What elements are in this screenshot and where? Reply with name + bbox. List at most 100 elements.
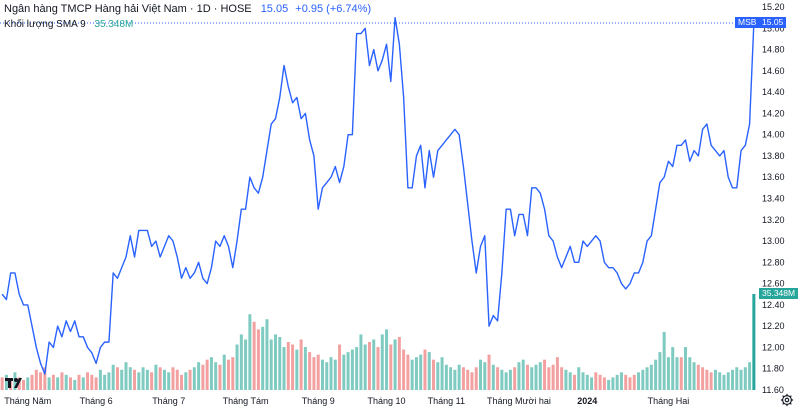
volume-bar xyxy=(688,357,692,390)
volume-bars xyxy=(0,294,756,390)
volume-bar xyxy=(303,347,307,390)
volume-bar xyxy=(175,369,179,390)
time-tick-label: Tháng Tám xyxy=(223,396,269,406)
price-tick-label: 13.00 xyxy=(762,236,785,246)
volume-bar xyxy=(107,372,111,390)
volume-bar xyxy=(261,326,265,390)
volume-bar xyxy=(585,374,589,390)
volume-bar xyxy=(308,352,312,390)
volume-bar xyxy=(641,369,645,390)
volume-bar xyxy=(367,342,371,390)
volume-bar xyxy=(124,362,128,390)
volume-label: Khối lượng xyxy=(4,19,54,30)
price-tick-label: 12.00 xyxy=(762,342,785,352)
volume-bar xyxy=(453,369,457,390)
volume-bar xyxy=(713,369,717,390)
volume-bar xyxy=(538,362,542,390)
volume-bar xyxy=(628,377,632,390)
volume-bar xyxy=(457,364,461,390)
volume-bar xyxy=(201,364,205,390)
volume-bar xyxy=(743,367,747,390)
tradingview-logo-icon[interactable] xyxy=(3,372,25,394)
volume-bar xyxy=(145,369,149,390)
volume-bar xyxy=(560,367,564,390)
volume-bar xyxy=(111,364,115,390)
volume-bar xyxy=(291,344,295,390)
volume-bar xyxy=(483,362,487,390)
volume-bar xyxy=(188,369,192,390)
price-tick-label: 12.40 xyxy=(762,300,785,310)
volume-bar xyxy=(141,367,145,390)
time-tick-label: Tháng 11 xyxy=(428,396,465,406)
volume-bar xyxy=(466,369,470,390)
volume-bar xyxy=(500,369,504,390)
price-tag: 15.05 xyxy=(759,16,787,28)
time-axis[interactable]: Tháng Năm Tháng 6 Tháng 7 Tháng Tám Tháng 9 T… xyxy=(4,396,689,406)
volume-bar xyxy=(128,367,132,390)
gear-icon[interactable] xyxy=(780,393,794,407)
volume-bar xyxy=(449,367,453,390)
volume-bar xyxy=(491,364,495,390)
price-line[interactable] xyxy=(1,16,755,375)
volume-bar xyxy=(171,367,175,390)
volume-bar xyxy=(619,372,623,390)
price-change-value: +0.95 (+6.74%) xyxy=(295,3,372,15)
volume-bar xyxy=(461,367,465,390)
volume-bar xyxy=(752,294,756,390)
chart-legend: Ngân hàng TMCP Hàng hải Việt Nam · 1D · … xyxy=(4,3,371,15)
price-tick-label: 13.60 xyxy=(762,172,785,182)
price-axis[interactable]: 11.60 11.80 12.00 12.20 12.40 12.60 12.80 13.00… xyxy=(762,2,785,395)
volume-bar xyxy=(120,369,124,390)
volume-bar xyxy=(265,319,269,390)
volume-bar xyxy=(256,329,260,390)
price-tick-label: 13.80 xyxy=(762,151,785,161)
volume-bar xyxy=(645,367,649,390)
volume-bar xyxy=(4,374,8,390)
price-tick-label: 12.60 xyxy=(762,279,785,289)
volume-bar xyxy=(214,362,218,390)
volume-bar xyxy=(568,372,572,390)
price-tick-label: 14.00 xyxy=(762,130,785,140)
symbol-title: Ngân hàng TMCP Hàng hải Việt Nam · 1D · … xyxy=(4,3,252,15)
volume-bar xyxy=(244,339,248,390)
volume-bar xyxy=(615,374,619,390)
volume-bar xyxy=(137,372,141,390)
volume-bar xyxy=(355,347,359,390)
volume-bar xyxy=(86,372,90,390)
volume-bar xyxy=(577,367,581,390)
volume-bar xyxy=(393,339,397,390)
volume-bar xyxy=(299,339,303,390)
volume-bar xyxy=(504,372,508,390)
volume-bar xyxy=(389,344,393,390)
volume-bar xyxy=(359,334,363,390)
volume-bar xyxy=(555,357,559,390)
volume-bar xyxy=(513,367,517,390)
volume-bar xyxy=(517,362,521,390)
volume-bar xyxy=(419,354,423,390)
volume-bar xyxy=(162,369,166,390)
volume-bar xyxy=(521,359,525,390)
volume-bar xyxy=(184,372,188,390)
price-tick-label: 14.60 xyxy=(762,66,785,76)
volume-bar xyxy=(658,352,662,390)
time-tick-label: Tháng 6 xyxy=(80,396,113,406)
volume-bar xyxy=(731,369,735,390)
volume-bar xyxy=(90,374,94,390)
volume-bar xyxy=(594,372,598,390)
volume-bar xyxy=(222,354,226,390)
volume-bar xyxy=(273,334,277,390)
price-tick-label: 14.40 xyxy=(762,87,785,97)
volume-bar xyxy=(662,331,666,390)
volume-bar xyxy=(406,354,410,390)
time-tick-label: Tháng 9 xyxy=(302,396,335,406)
volume-bar xyxy=(329,357,333,390)
volume-bar xyxy=(227,359,231,390)
volume-bar xyxy=(372,339,376,390)
volume-bar xyxy=(34,369,38,390)
volume-bar xyxy=(479,359,483,390)
volume-bar xyxy=(26,377,30,390)
volume-bar xyxy=(440,357,444,390)
time-tick-label: Tháng Mười hai xyxy=(487,396,551,406)
volume-bar xyxy=(180,374,184,390)
